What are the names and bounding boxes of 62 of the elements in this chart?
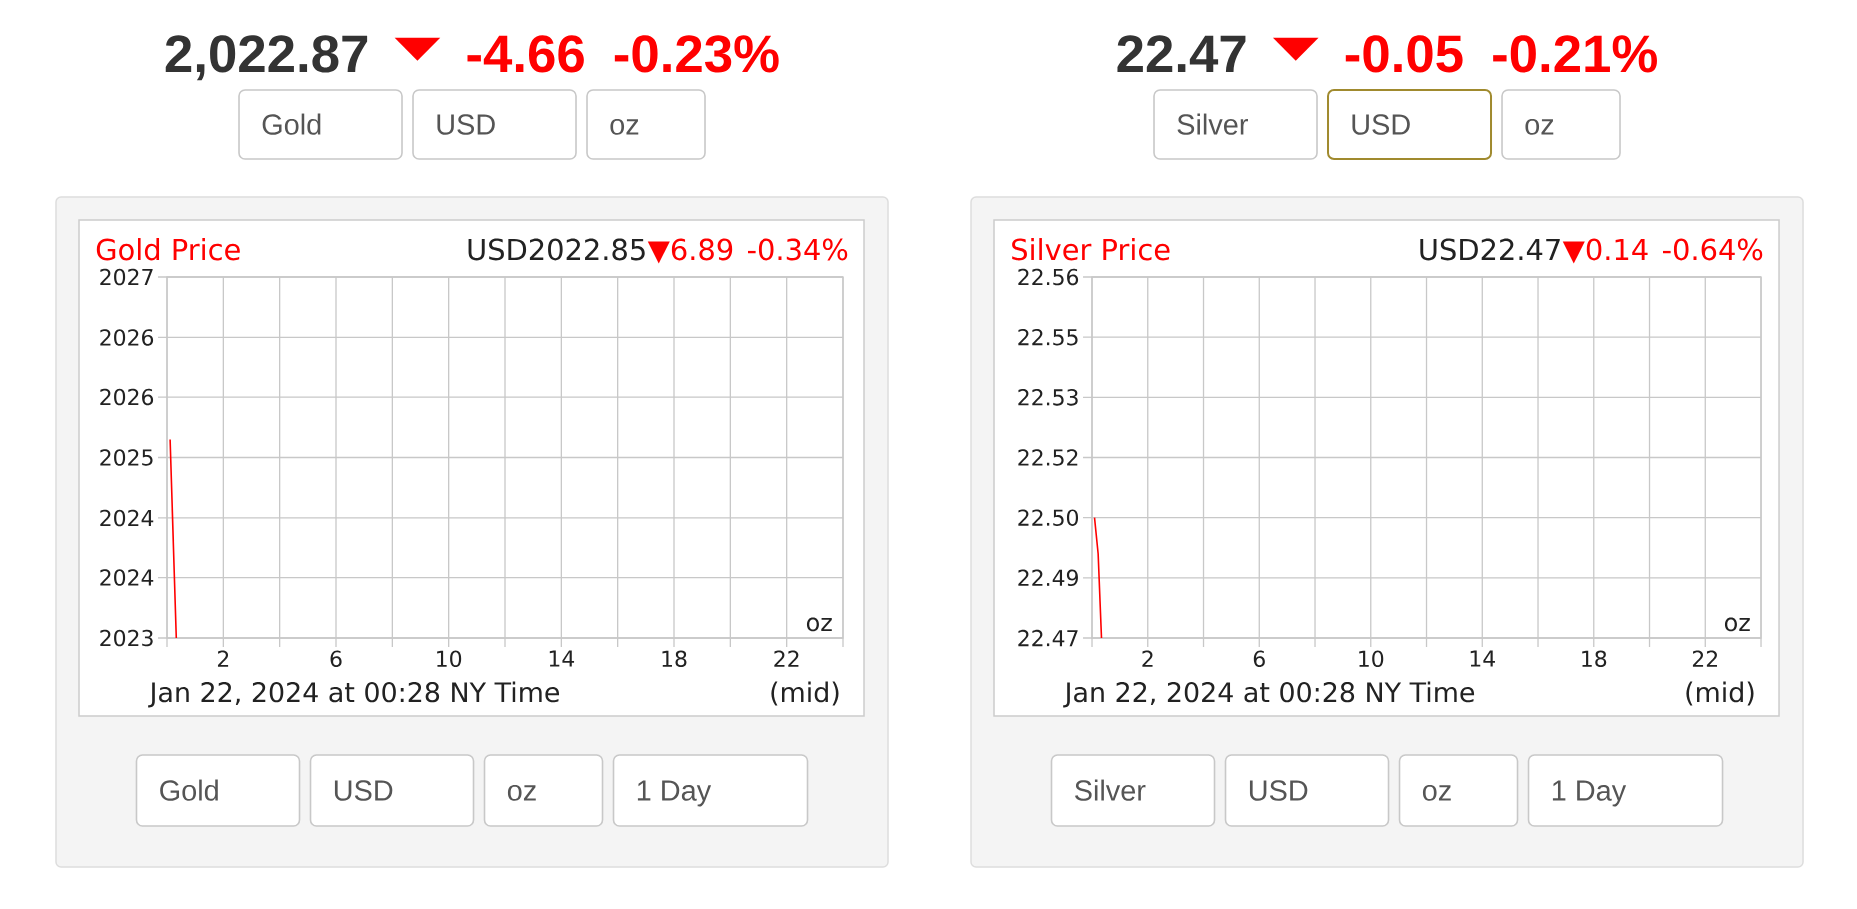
text: Silver (1177, 113, 1248, 135)
chart-title: Gold Price (96, 238, 240, 261)
x-tick-label: 14 (549, 650, 575, 667)
y-tick-label: 2024 (100, 569, 154, 586)
y-tick-label: 2024 (100, 509, 154, 527)
annotation: oz (806, 617, 832, 632)
text: oz (507, 784, 536, 801)
text: oz (610, 118, 639, 135)
text: (mid) (1686, 681, 1754, 706)
x-tick-label: 14 (1470, 650, 1495, 667)
text: 1 Day (1552, 780, 1627, 807)
text: USD2022.85 (468, 238, 645, 261)
x-tick-label: 6 (330, 650, 342, 668)
x-tick-label: 2 (217, 650, 229, 667)
text: 1 Day (637, 780, 712, 807)
text: 22.47 (1117, 35, 1246, 72)
text: -4.66 (467, 35, 584, 73)
y-tick-label: 22.49 (1018, 569, 1078, 587)
text: -0.05 (1345, 35, 1463, 73)
text: ▼ (394, 37, 441, 61)
y-tick-label: 2026 (100, 388, 154, 406)
x-tick-label: 22 (1692, 650, 1718, 667)
text: Gold (262, 113, 321, 135)
text: USD (334, 780, 393, 801)
text: -0.64% (1663, 238, 1763, 261)
y-tick-label: 22.53 (1018, 389, 1078, 406)
y-tick-label: 22.55 (1018, 328, 1078, 346)
chart-title: Silver Price (1012, 238, 1170, 261)
text: -0.34% (748, 238, 848, 261)
text: USD (1352, 114, 1410, 135)
y-tick-label: 2027 (100, 268, 153, 286)
x-tick-label: 18 (1582, 650, 1607, 668)
text: Gold (160, 779, 218, 801)
text: 2,022.87 (165, 35, 368, 81)
text: -0.23% (614, 35, 779, 73)
y-tick-label: 2026 (100, 329, 154, 346)
y-tick-label: 2025 (100, 449, 153, 466)
text: -0.21% (1493, 35, 1657, 73)
x-tick-label: 22 (774, 650, 799, 667)
text: ▼ (1272, 37, 1319, 61)
text: USD22.47 (1420, 238, 1560, 261)
text: USD (437, 114, 495, 135)
x-tick-label: 2 (1142, 650, 1153, 667)
x-tick-label: 6 (1253, 650, 1265, 668)
text: USD (1249, 780, 1308, 801)
text: ▼0.14 (1562, 238, 1648, 264)
y-tick-label: 22.52 (1018, 449, 1078, 466)
text: oz (1525, 118, 1554, 135)
x-axis-title: Jan 22, 2024 at 00:28 NY Time (148, 681, 560, 708)
text: oz (1422, 784, 1451, 801)
x-tick-label: 10 (1359, 650, 1384, 668)
annotation: oz (1724, 617, 1750, 632)
x-tick-label: 10 (437, 650, 462, 668)
text: ▼6.89 (647, 238, 733, 264)
x-axis-title: Jan 22, 2024 at 00:28 NY Time (1063, 681, 1475, 708)
y-tick-label: 22.50 (1018, 509, 1079, 526)
text: (mid) (771, 681, 839, 706)
x-tick-label: 18 (662, 650, 687, 668)
y-tick-label: 22.47 (1018, 629, 1078, 647)
y-tick-label: 2023 (100, 629, 153, 647)
y-tick-label: 22.56 (1018, 268, 1079, 286)
text: Silver (1075, 779, 1146, 801)
